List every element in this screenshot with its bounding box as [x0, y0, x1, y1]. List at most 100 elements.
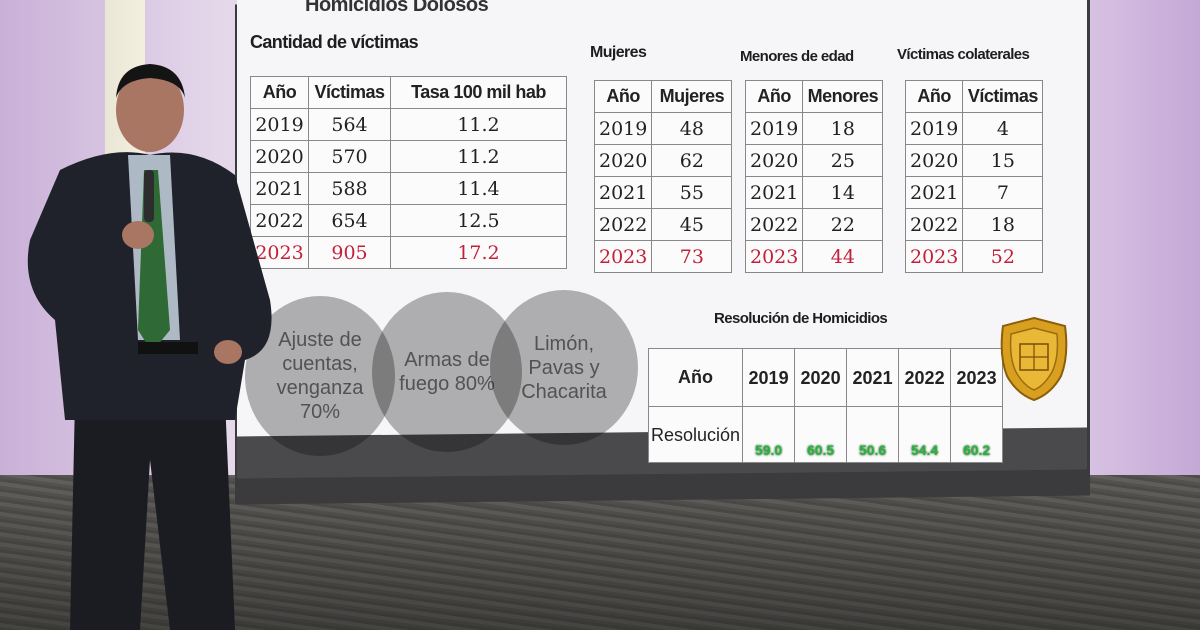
table-cell: 2023	[744, 240, 804, 273]
table-row: 2022 18	[904, 208, 1044, 241]
table-cell: 12.5	[390, 204, 567, 237]
table-cell: 17.2	[390, 236, 567, 269]
resolution-value: 60.5	[794, 406, 848, 463]
table-cell: 2019	[593, 112, 653, 145]
table-row: 2019 18	[744, 112, 884, 145]
table-row: 2023 44	[744, 240, 884, 273]
table-cell: 2022	[744, 208, 804, 241]
table-cell: 45	[651, 208, 733, 241]
victims-heading: Cantidad de víctimas	[250, 32, 419, 52]
collateral-heading: Víctimas colaterales	[897, 46, 1030, 63]
table-cell: 52	[962, 240, 1044, 273]
table-row: 2021 55	[593, 176, 733, 209]
table-cell: 588	[308, 172, 391, 205]
table-cell: 905	[308, 236, 391, 269]
col-header: Víctimas	[308, 76, 391, 109]
table-cell: 11.2	[390, 108, 567, 141]
year-cell: 2020	[794, 348, 848, 407]
table-cell: 2021	[250, 172, 309, 205]
victims-table: Año Víctimas Tasa 100 mil hab 2019 564 11.…	[250, 76, 567, 269]
table-cell: 2022	[904, 208, 964, 241]
table-cell: 2023	[593, 240, 653, 273]
table-row: 2020 570 11.2	[250, 140, 567, 173]
circle-text: Ajuste de cuentas, venganza 70%	[276, 329, 364, 423]
year-label: Año	[647, 348, 744, 407]
col-header: Año	[593, 80, 653, 113]
table-row: 2023 52	[904, 240, 1044, 273]
table-cell: 7	[962, 176, 1044, 209]
resolution-label: Resolución	[647, 406, 744, 463]
table-cell: 2021	[593, 176, 653, 209]
table-row: 2019 564 11.2	[250, 108, 567, 141]
table-cell: 62	[651, 144, 733, 177]
table-row: 2020 15	[904, 144, 1044, 177]
table-row: 2022 22	[744, 208, 884, 241]
table-cell: 2019	[904, 112, 964, 145]
col-header: Víctimas	[962, 80, 1044, 113]
table-cell: 14	[802, 176, 884, 209]
table-row: 2022 654 12.5	[250, 204, 567, 237]
table-cell: 2020	[744, 144, 804, 177]
table-row: 2020 25	[744, 144, 884, 177]
year-cell: 2023	[950, 348, 1004, 407]
table-row: 2023 73	[593, 240, 733, 273]
table-cell: 55	[651, 176, 733, 209]
resolution-value: 50.6	[846, 406, 900, 463]
table-row: 2021 14	[744, 176, 884, 209]
women-table: Año Mujeres 2019 48 2020 62 2021 55 2022 45 2023…	[593, 80, 733, 273]
resolution-value: 59.0	[742, 406, 796, 463]
table-header-row: Año Menores	[744, 80, 884, 113]
table-cell: 73	[651, 240, 733, 273]
circle-text: Limón, Pavas y Chacarita	[521, 332, 607, 403]
resolution-value: 54.4	[898, 406, 952, 463]
table-row: 2019 48	[593, 112, 733, 145]
table-header-row: Año Mujeres	[593, 80, 733, 113]
table-cell: 654	[308, 204, 391, 237]
table-row: 2019 4	[904, 112, 1044, 145]
table-row: Resolución 59.0 60.5 50.6 54.4 60.2	[647, 406, 1004, 463]
minors-heading: Menores de edad	[740, 48, 854, 65]
circle-locations: Limón, Pavas y Chacarita	[490, 290, 638, 445]
table-cell: 22	[802, 208, 884, 241]
col-header: Tasa 100 mil hab	[390, 76, 567, 109]
resolution-value: 60.2	[950, 406, 1004, 463]
table-cell: 11.4	[390, 172, 567, 205]
collateral-table: Año Víctimas 2019 4 2020 15 2021 7 2022 18 2023 5…	[904, 80, 1044, 273]
minors-table: Año Menores 2019 18 2020 25 2021 14 2022 22 2023…	[744, 80, 884, 273]
table-row: 2020 62	[593, 144, 733, 177]
table-cell: 44	[802, 240, 884, 273]
table-cell: 2021	[904, 176, 964, 209]
year-cell: 2021	[846, 348, 900, 407]
year-cell: 2019	[742, 348, 796, 407]
table-cell: 18	[802, 112, 884, 145]
table-cell: 11.2	[390, 140, 567, 173]
col-header: Menores	[802, 80, 884, 113]
table-cell: 2022	[250, 204, 309, 237]
resolution-heading: Resolución de Homicidios	[714, 310, 888, 327]
table-row: 2022 45	[593, 208, 733, 241]
table-row: 2021 588 11.4	[250, 172, 567, 205]
table-cell: 15	[962, 144, 1044, 177]
year-cell: 2022	[898, 348, 952, 407]
table-cell: 4	[962, 112, 1044, 145]
table-cell: 2020	[904, 144, 964, 177]
slide-title: Homicidios Dolosos	[305, 0, 489, 16]
col-header: Año	[250, 76, 309, 109]
police-badge-icon	[1000, 316, 1068, 402]
table-header-row: Año Víctimas	[904, 80, 1044, 113]
table-row: Año 2019 2020 2021 2022 2023	[647, 348, 1004, 407]
table-cell: 2019	[250, 108, 309, 141]
table-cell: 570	[308, 140, 391, 173]
table-row: 2023 905 17.2	[250, 236, 567, 269]
speaker-person	[27, 64, 272, 630]
circle-text: Armas de fuego 80%	[399, 349, 495, 395]
col-header: Año	[744, 80, 804, 113]
table-cell: 25	[802, 144, 884, 177]
table-header-row: Año Víctimas Tasa 100 mil hab	[250, 76, 567, 109]
women-heading: Mujeres	[590, 44, 647, 61]
table-cell: 2021	[744, 176, 804, 209]
table-cell: 2020	[593, 144, 653, 177]
table-cell: 2023	[250, 236, 309, 269]
table-cell: 2019	[744, 112, 804, 145]
